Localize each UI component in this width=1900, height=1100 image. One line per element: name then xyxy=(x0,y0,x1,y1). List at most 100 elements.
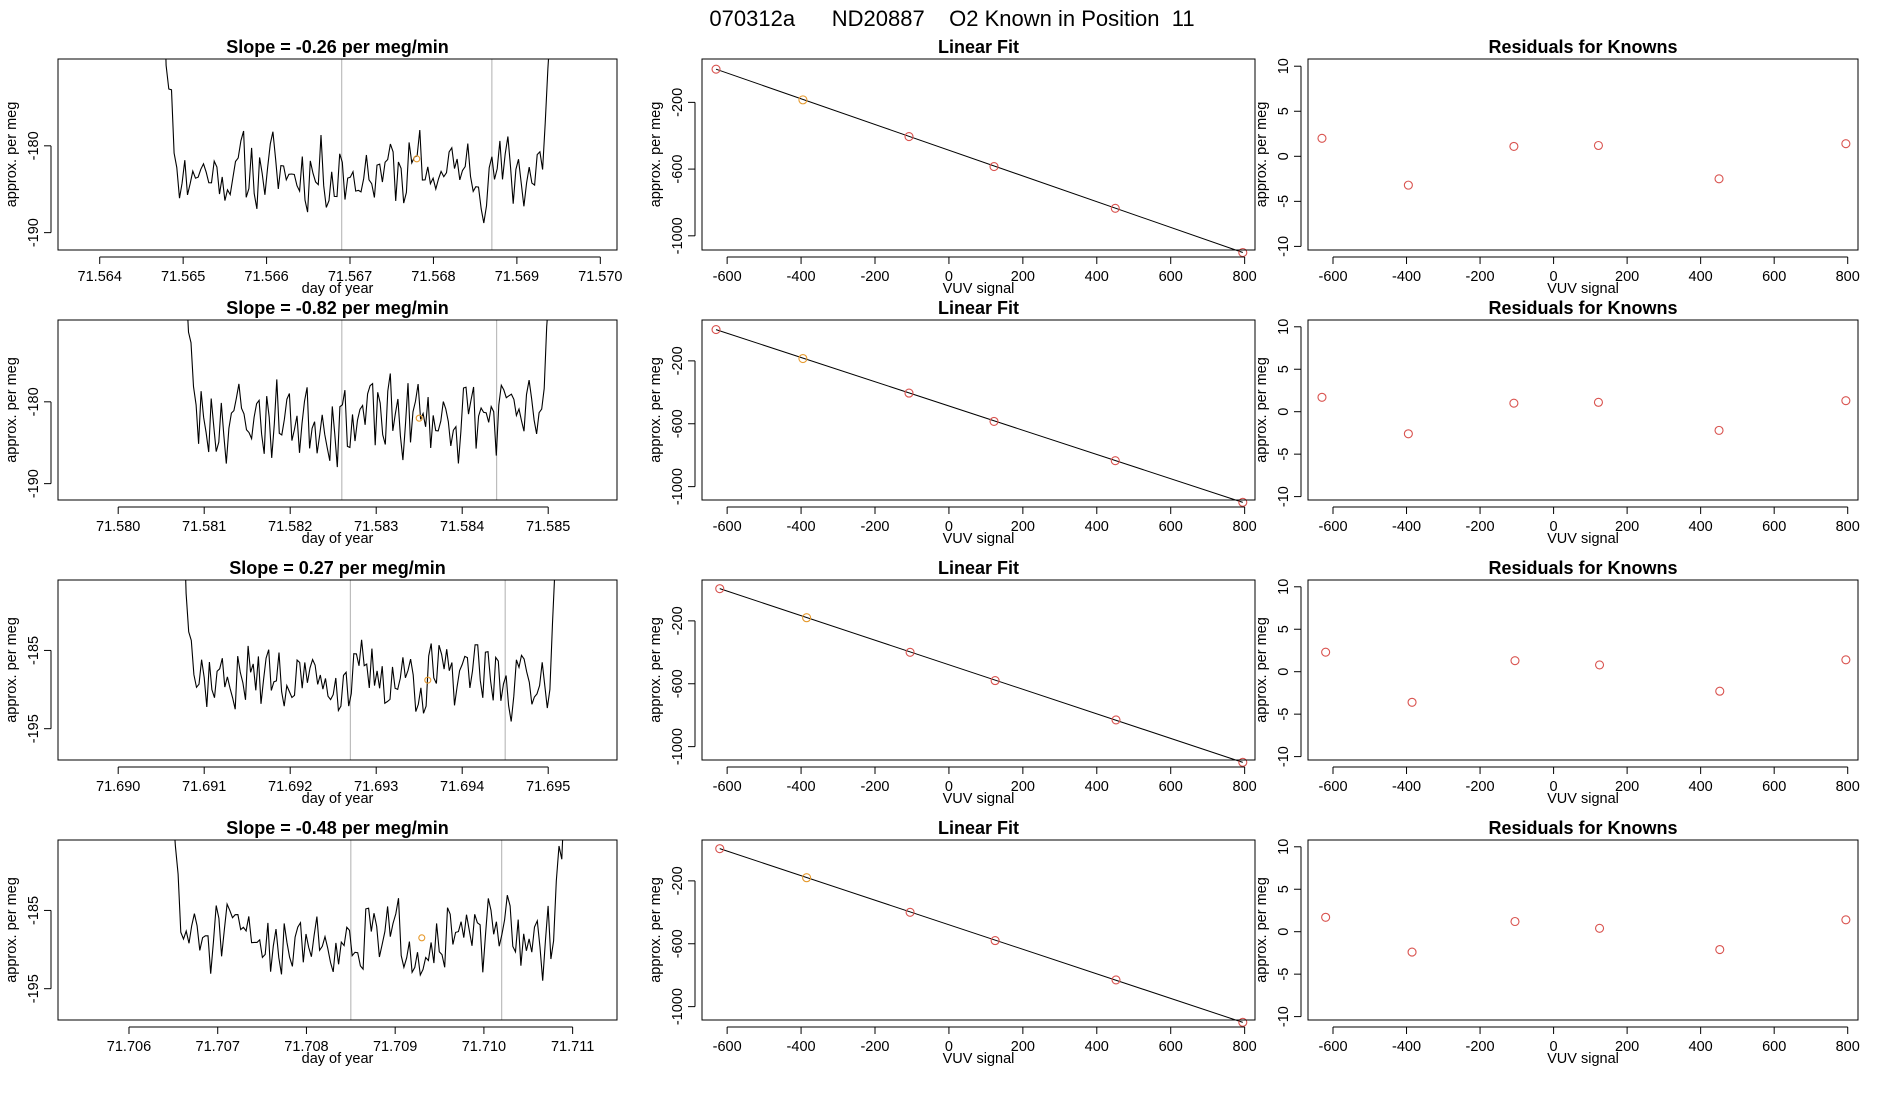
y-tick-label: 10 xyxy=(1276,839,1292,855)
x-tick-label: 600 xyxy=(1762,269,1786,285)
y-tick-label: 5 xyxy=(1276,365,1292,373)
plot-frame xyxy=(57,839,618,1021)
marker-point xyxy=(415,414,423,422)
y-tick-label: -600 xyxy=(670,155,686,184)
data-point xyxy=(1110,203,1120,213)
data-point xyxy=(1594,660,1605,670)
data-point xyxy=(1321,912,1331,922)
x-tick-label: 600 xyxy=(1159,269,1183,285)
x-tick-label: 400 xyxy=(1085,519,1109,535)
x-tick-label: 71.570 xyxy=(578,269,622,285)
series-line xyxy=(187,320,548,468)
data-point xyxy=(905,647,915,657)
panel-residuals-row1: Residuals for Knowns -600 -400 -200 0 200 400 6… xyxy=(1254,298,1860,547)
panel-title: Residuals for Knowns xyxy=(1488,558,1677,578)
y-tick-label: -190 xyxy=(26,218,42,247)
x-tick-label: 400 xyxy=(1689,269,1713,285)
data-point xyxy=(904,132,914,142)
plot-frame xyxy=(57,319,618,501)
data-point xyxy=(1510,916,1520,927)
marker-point xyxy=(424,676,432,684)
x-tick-label: -400 xyxy=(787,1039,816,1055)
fit-line xyxy=(719,588,1243,763)
data-point xyxy=(711,64,721,74)
data-point xyxy=(1715,686,1725,696)
x-tick-label: 0 xyxy=(1550,519,1558,535)
x-tick-label: 400 xyxy=(1085,1039,1109,1055)
panel-grid: Slope = -0.26 per meg/min 71.564 71.565 71.… xyxy=(4,37,1860,1067)
x-tick-label: 0 xyxy=(945,779,953,795)
y-tick-label: -180 xyxy=(26,387,42,416)
x-tick-label: 400 xyxy=(1689,1039,1713,1055)
data-point xyxy=(1594,923,1605,933)
y-axis-label: approx. per meg xyxy=(648,102,664,208)
x-tick-label: 600 xyxy=(1159,779,1183,795)
y-axis-label: approx. per meg xyxy=(1254,102,1270,208)
x-tick-label: 71.581 xyxy=(182,519,226,535)
x-tick-label: 200 xyxy=(1615,519,1639,535)
y-axis-label: approx. per meg xyxy=(648,877,664,983)
x-tick-label: -400 xyxy=(1392,1039,1421,1055)
x-tick-label: 71.584 xyxy=(440,519,484,535)
data-point xyxy=(802,613,812,623)
y-tick-label: 10 xyxy=(1276,579,1292,595)
panel-title: Residuals for Knowns xyxy=(1488,298,1677,318)
y-tick-label: 0 xyxy=(1276,668,1292,676)
data-point xyxy=(1238,757,1248,767)
x-tick-label: 71.566 xyxy=(244,269,288,285)
panel-title: Linear Fit xyxy=(938,558,1019,578)
y-axis-label: approx. per meg xyxy=(4,102,20,208)
data-point xyxy=(1715,944,1725,955)
x-tick-label: 200 xyxy=(1011,1039,1035,1055)
panel-timeseries-row3: Slope = -0.48 per meg/min 71.706 71.707 71.… xyxy=(4,818,618,1067)
y-tick-label: -5 xyxy=(1276,708,1292,721)
data-point xyxy=(1841,655,1851,665)
x-tick-label: -200 xyxy=(1466,269,1495,285)
data-point xyxy=(1593,140,1603,151)
x-axis-label: day of year xyxy=(302,281,374,297)
y-tick-label: 10 xyxy=(1276,58,1292,74)
x-tick-label: -600 xyxy=(1318,519,1347,535)
x-tick-label: 0 xyxy=(1550,1039,1558,1055)
y-tick-label: -185 xyxy=(26,636,42,665)
panel-residuals-row3: Residuals for Knowns -600 -400 -200 0 200 400 6… xyxy=(1254,818,1860,1067)
x-tick-label: 400 xyxy=(1689,519,1713,535)
y-tick-label: -200 xyxy=(670,346,686,375)
y-axis-label: approx. per meg xyxy=(4,877,20,983)
x-axis-label: VUV signal xyxy=(943,1051,1015,1067)
y-tick-label: 0 xyxy=(1276,152,1292,160)
data-point xyxy=(798,353,808,364)
y-tick-label: -1000 xyxy=(670,728,686,765)
data-point xyxy=(1407,697,1417,707)
x-tick-label: 71.691 xyxy=(182,779,226,795)
y-tick-label: -190 xyxy=(26,469,42,498)
y-axis-label: approx. per meg xyxy=(1254,877,1270,983)
data-point xyxy=(990,676,1000,686)
x-tick-label: 800 xyxy=(1233,519,1257,535)
y-tick-label: 5 xyxy=(1276,885,1292,893)
series-line xyxy=(174,840,564,981)
x-tick-label: 0 xyxy=(945,269,953,285)
series-line xyxy=(165,59,550,224)
plot-frame xyxy=(701,839,1256,1021)
data-point xyxy=(989,416,999,426)
x-tick-label: 600 xyxy=(1159,519,1183,535)
panel-title: Linear Fit xyxy=(938,298,1019,318)
y-tick-label: -1000 xyxy=(670,217,686,254)
data-point xyxy=(711,325,721,335)
x-tick-label: 71.568 xyxy=(411,269,455,285)
x-tick-label: -600 xyxy=(713,1039,742,1055)
fit-line xyxy=(715,329,1243,503)
x-tick-label: 400 xyxy=(1689,779,1713,795)
y-tick-label: -5 xyxy=(1276,195,1292,208)
x-tick-label: 71.565 xyxy=(161,269,205,285)
x-tick-label: 200 xyxy=(1011,519,1035,535)
data-point xyxy=(1593,397,1603,407)
x-tick-label: -600 xyxy=(1318,269,1347,285)
x-tick-label: 800 xyxy=(1233,269,1257,285)
x-axis-label: day of year xyxy=(302,531,374,547)
x-tick-label: -200 xyxy=(860,779,889,795)
panel-timeseries-row0: Slope = -0.26 per meg/min 71.564 71.565 71.… xyxy=(4,37,622,297)
panel-title: Residuals for Knowns xyxy=(1488,818,1677,838)
